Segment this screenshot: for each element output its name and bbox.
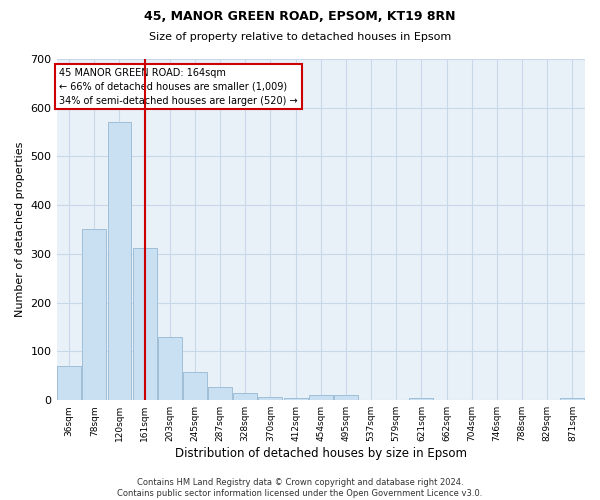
Text: Contains HM Land Registry data © Crown copyright and database right 2024.
Contai: Contains HM Land Registry data © Crown c… bbox=[118, 478, 482, 498]
Bar bbox=[284, 398, 308, 400]
Bar bbox=[409, 398, 433, 400]
Bar bbox=[107, 122, 131, 400]
Bar bbox=[158, 337, 182, 400]
Text: Size of property relative to detached houses in Epsom: Size of property relative to detached ho… bbox=[149, 32, 451, 42]
Bar bbox=[309, 396, 333, 400]
Bar bbox=[334, 396, 358, 400]
X-axis label: Distribution of detached houses by size in Epsom: Distribution of detached houses by size … bbox=[175, 447, 467, 460]
Bar bbox=[133, 248, 157, 400]
Bar bbox=[82, 228, 106, 400]
Bar bbox=[560, 398, 584, 400]
Bar bbox=[183, 372, 207, 400]
Bar bbox=[208, 387, 232, 400]
Bar bbox=[57, 366, 81, 400]
Bar bbox=[233, 393, 257, 400]
Text: 45, MANOR GREEN ROAD, EPSOM, KT19 8RN: 45, MANOR GREEN ROAD, EPSOM, KT19 8RN bbox=[144, 10, 456, 23]
Text: 45 MANOR GREEN ROAD: 164sqm
← 66% of detached houses are smaller (1,009)
34% of : 45 MANOR GREEN ROAD: 164sqm ← 66% of det… bbox=[59, 68, 298, 106]
Bar bbox=[259, 397, 283, 400]
Y-axis label: Number of detached properties: Number of detached properties bbox=[15, 142, 25, 318]
